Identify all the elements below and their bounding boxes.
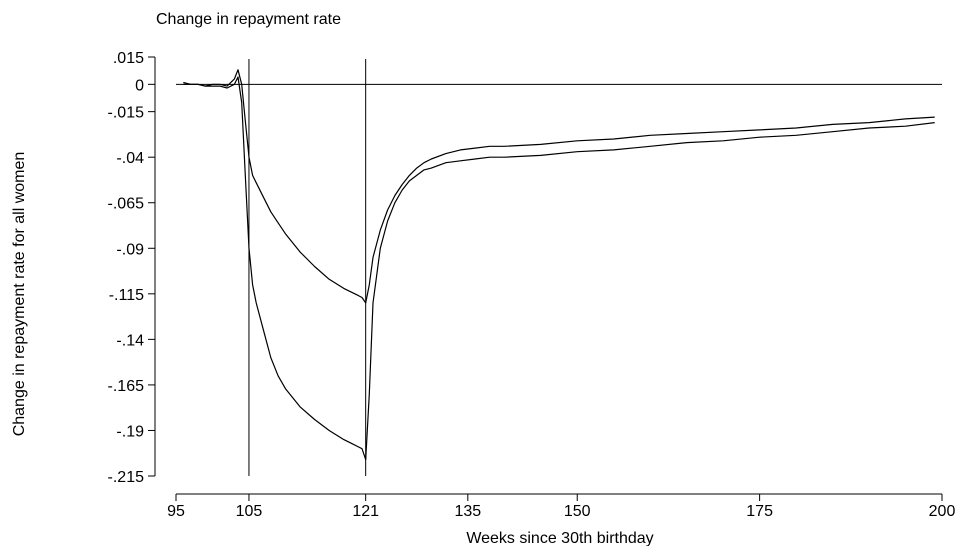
y-tick-label: .015 (113, 50, 144, 67)
y-tick-label: -.19 (116, 423, 144, 440)
chart-title: Change in repayment rate (156, 11, 341, 28)
axes: .015 0 -.015 -.04 -.065 -.09 -.115 -.14 -.165 -.1… (108, 50, 956, 520)
y-tick-label: -.115 (109, 287, 144, 304)
y-tick-label: -.04 (116, 150, 144, 167)
x-tick-label: 121 (352, 503, 379, 520)
y-axis-title: Change in repayment rate for all women (11, 152, 28, 437)
y-tick-label: -.065 (108, 196, 145, 213)
x-tick-label: 95 (167, 503, 185, 520)
reference-lines (176, 59, 942, 476)
series-line-2 (183, 76, 935, 461)
x-tick-label: 105 (236, 503, 263, 520)
x-tick-label: 175 (746, 503, 773, 520)
y-tick-label: -.165 (108, 378, 145, 395)
series-group (183, 69, 935, 461)
x-axis-title: Weeks since 30th birthday (466, 530, 653, 546)
x-tick-label: 135 (454, 503, 481, 520)
y-tick-label: 0 (135, 77, 144, 94)
y-tick-label: -.015 (108, 105, 145, 122)
y-tick-label: -.14 (116, 332, 144, 349)
series-line-1 (183, 69, 935, 304)
x-tick-label: 200 (929, 503, 956, 520)
x-tick-label: 150 (564, 503, 591, 520)
y-tick-label: -.09 (116, 241, 144, 258)
y-tick-label: -.215 (108, 469, 145, 486)
